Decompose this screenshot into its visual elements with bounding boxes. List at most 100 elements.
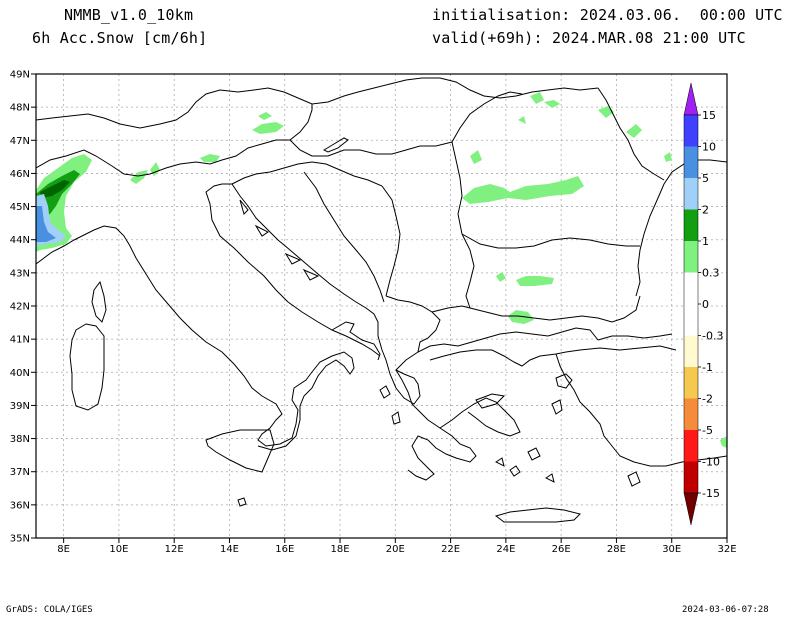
footer-timestamp: 2024-03-06-07:28	[682, 605, 769, 615]
latitude-labels: 35N 36N 37N 38N 39N 40N 41N 42N 43N 44N 45N 46N 47N 4…	[10, 70, 30, 545]
lon-label: 10E	[109, 544, 128, 555]
lon-label: 8E	[57, 544, 70, 555]
snow-patch-east-1	[626, 124, 642, 138]
lon-label: 14E	[220, 544, 239, 555]
lat-label: 39N	[10, 401, 30, 412]
snow-patch-ticino	[130, 170, 148, 184]
colorbar-label: -15	[702, 487, 720, 500]
lon-label: 12E	[165, 544, 184, 555]
lat-label: 45N	[10, 202, 30, 213]
snow-patch-austria-2	[258, 112, 272, 120]
lat-label: 41N	[10, 335, 30, 346]
border-slovakia-ukraine	[439, 77, 599, 99]
colorbar-band	[684, 241, 698, 273]
colorbar-band	[684, 461, 698, 493]
snow-area-western-alps-peak	[40, 180, 70, 198]
border-hungary-serbia	[289, 139, 453, 157]
snow-shading	[36, 92, 727, 448]
lake-balaton	[322, 137, 349, 153]
longitude-labels: 8E 10E 12E 14E 16E 18E 20E 22E 24E 26E 28E 30E 32E	[57, 544, 736, 555]
border-austria-czech	[297, 77, 440, 105]
colorbar-bottom-arrow	[683, 492, 699, 526]
colorbar-band	[684, 430, 698, 462]
snow-patch-east-2	[518, 116, 526, 124]
lat-label: 36N	[10, 500, 30, 511]
snow-patch-ukraine	[544, 100, 560, 108]
snow-patch-carpathians-north	[530, 92, 544, 104]
lon-label: 32E	[717, 544, 736, 555]
snow-patch-bulgaria-1	[516, 276, 554, 286]
lon-label: 18E	[331, 544, 350, 555]
colorbar-band	[684, 178, 698, 210]
colorbar-label: 5	[702, 172, 709, 185]
coastline-aegean-north	[429, 345, 677, 367]
colorbar-label: -10	[702, 456, 720, 469]
coastline-marmara	[597, 333, 673, 341]
coastline-crete	[494, 507, 581, 523]
colorbar-label: 2	[702, 204, 709, 217]
lon-label: 30E	[662, 544, 681, 555]
island-lesbos	[555, 373, 573, 389]
border-serbia-bulgaria	[461, 233, 475, 309]
colorbar-label: 10	[702, 141, 716, 154]
colorbar-band	[684, 367, 698, 399]
island-cyclades	[495, 457, 555, 483]
colorbar-band	[684, 398, 698, 430]
init-time: initialisation: 2024.03.06. 00:00 UTC	[432, 6, 783, 24]
island-dalmatian	[239, 199, 320, 281]
border-switzerland-germany	[36, 87, 299, 129]
snow-patch-danube	[664, 152, 672, 162]
colorbar-band	[684, 272, 698, 304]
island-euboea	[475, 393, 506, 409]
lat-label: 48N	[10, 103, 30, 114]
lat-label: 43N	[10, 268, 30, 279]
lat-label: 46N	[10, 169, 30, 180]
border-kosovo-albania	[385, 295, 441, 353]
border-austria-hungary	[289, 104, 313, 141]
colorbar-top-arrow	[683, 82, 699, 116]
snow-patch-lombardy	[150, 162, 160, 176]
border-hungary-romania	[451, 91, 523, 143]
colorbar-label: -5	[702, 424, 713, 437]
island-rhodes	[627, 471, 641, 487]
lat-label: 35N	[10, 534, 30, 545]
snow-patch-bulgaria-2	[496, 272, 506, 282]
colorbar-label: 0	[702, 298, 709, 311]
border-france-italy	[36, 139, 290, 177]
colorbar: 15 10 5 2 1 0.3 0 -0.3 -1 -2 -5 -10 -15	[683, 82, 723, 526]
snow-patch-austria-1	[252, 122, 284, 134]
coastline-gargano	[331, 321, 381, 361]
colorbar-band	[684, 115, 698, 147]
colorbar-label: -2	[702, 393, 713, 406]
coastline-sicily	[205, 429, 275, 473]
lat-label: 44N	[10, 235, 30, 246]
border-romania-moldova	[597, 87, 665, 181]
island-ionian	[379, 385, 401, 425]
colorbar-label: 15	[702, 109, 716, 122]
border-romania-bulgaria-danube	[461, 233, 640, 249]
footer-grads: GrADS: COLA/IGES	[6, 605, 93, 615]
coastline-italy-adriatic	[205, 183, 381, 357]
lat-label: 37N	[10, 467, 30, 478]
lat-label: 49N	[10, 70, 30, 81]
snow-patch-alps-east	[200, 154, 220, 162]
border-bulgaria-turkey	[469, 295, 641, 323]
grid-lines	[36, 74, 727, 538]
colorbar-band	[684, 304, 698, 336]
coastline-greece	[395, 369, 521, 481]
border-bosnia	[303, 171, 385, 303]
lat-label: 47N	[10, 136, 30, 147]
snow-patch-turkey	[720, 436, 727, 448]
lon-label: 26E	[552, 544, 571, 555]
colorbar-band	[684, 146, 698, 178]
lon-label: 20E	[386, 544, 405, 555]
colorbar-band	[684, 335, 698, 367]
border-slovenia-croatia	[231, 161, 383, 187]
lat-label: 42N	[10, 302, 30, 313]
island-naxos	[527, 447, 541, 461]
colorbar-label: 1	[702, 235, 709, 248]
snow-patch-romania-west	[470, 150, 482, 164]
snow-patch-rhodope	[508, 310, 534, 324]
border-serbia-romania	[451, 141, 463, 235]
